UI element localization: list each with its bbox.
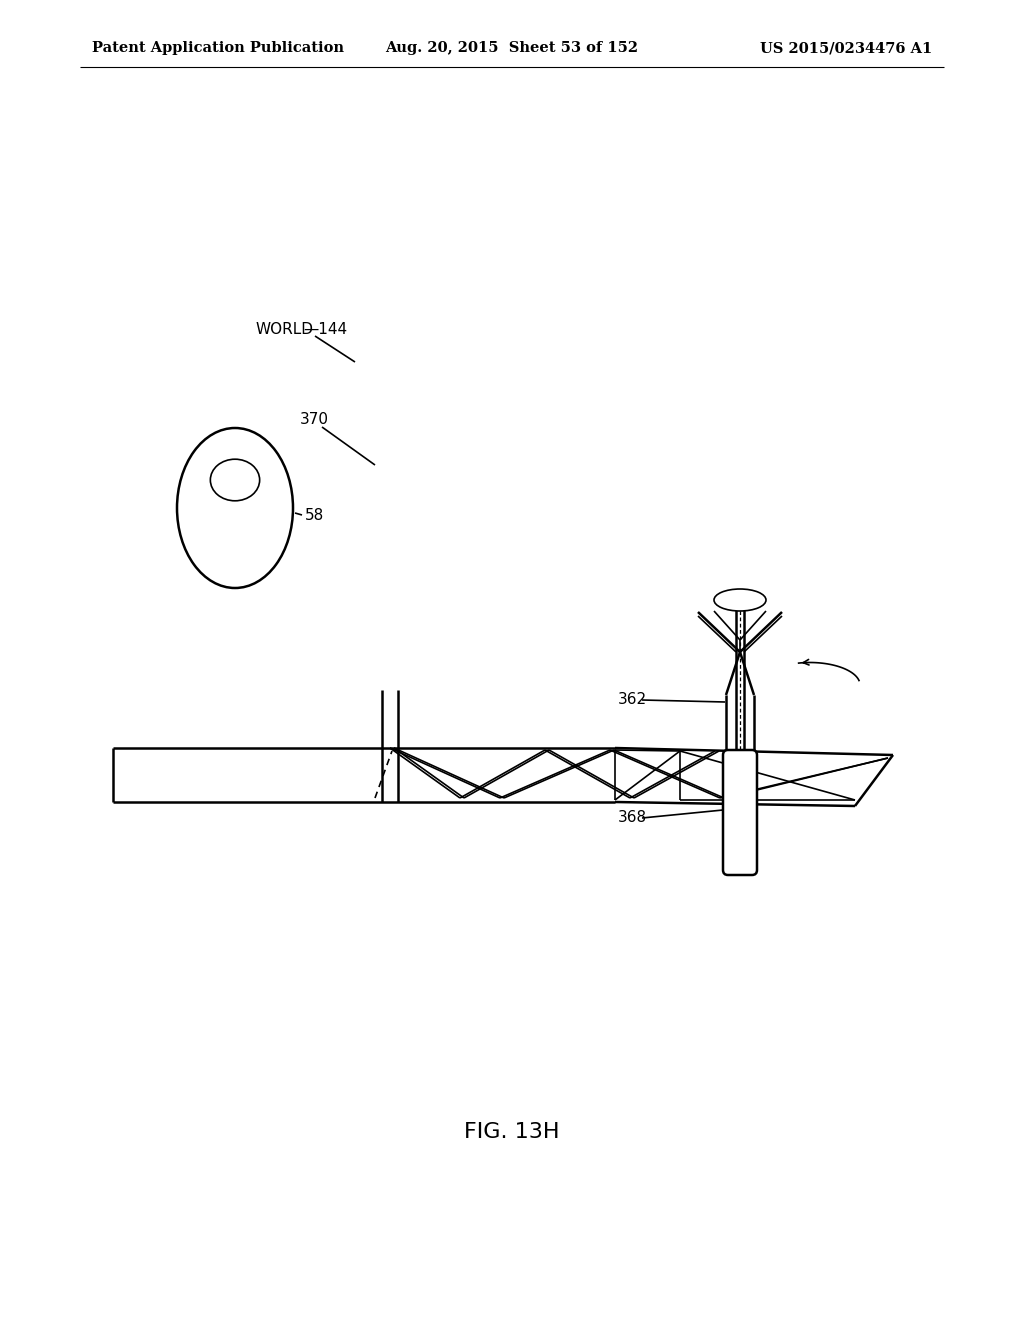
Text: FIG. 13H: FIG. 13H bbox=[464, 1122, 560, 1142]
Text: Patent Application Publication: Patent Application Publication bbox=[92, 41, 344, 55]
Text: US 2015/0234476 A1: US 2015/0234476 A1 bbox=[760, 41, 932, 55]
Text: Aug. 20, 2015  Sheet 53 of 152: Aug. 20, 2015 Sheet 53 of 152 bbox=[385, 41, 639, 55]
Text: 362: 362 bbox=[618, 693, 647, 708]
Ellipse shape bbox=[210, 459, 260, 500]
Text: 370: 370 bbox=[300, 412, 329, 428]
Text: 368: 368 bbox=[618, 810, 647, 825]
Text: 58: 58 bbox=[305, 507, 325, 523]
Text: WORLD: WORLD bbox=[255, 322, 313, 338]
Text: —144: —144 bbox=[303, 322, 347, 338]
FancyBboxPatch shape bbox=[723, 750, 757, 875]
Ellipse shape bbox=[177, 428, 293, 587]
Ellipse shape bbox=[714, 589, 766, 611]
